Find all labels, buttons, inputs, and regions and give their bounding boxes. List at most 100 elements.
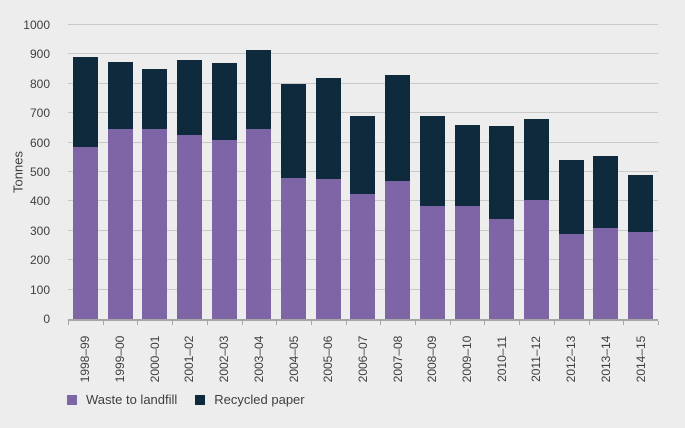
bar-slot (519, 25, 554, 319)
bar-segment (246, 129, 272, 319)
gridline-1000 (68, 24, 658, 25)
bar-slot (68, 25, 103, 319)
y-tick-label-700: 700 (29, 106, 50, 121)
bar-segment (628, 174, 654, 233)
x-label-slot: 2007–08 (380, 329, 415, 389)
bar-segment (211, 63, 237, 140)
bar-segment (315, 77, 341, 180)
y-tick-label-100: 100 (29, 282, 50, 297)
x-label-slot: 2000–01 (137, 329, 172, 389)
bar-slot (242, 25, 277, 319)
bar-segment (454, 205, 480, 319)
bar-slot (346, 25, 381, 319)
axis-tick (380, 321, 382, 325)
axis-tick (553, 321, 555, 325)
y-tick-label-1000: 1000 (23, 18, 50, 32)
legend-swatch-waste-to-landfill (67, 394, 77, 405)
bar-slot (450, 25, 485, 319)
bar-segment (246, 50, 272, 130)
bar-segment (350, 194, 376, 319)
bar-segment (593, 227, 619, 319)
x-axis-ticks (68, 319, 659, 325)
bar-segment (72, 147, 98, 319)
axis-tick (68, 321, 69, 325)
plot-area: 0 100 200 300 400 500 600 700 800 900 1000 1998–99… (23, 19, 659, 382)
bar-slot (137, 25, 172, 319)
bar-2001–02 (176, 60, 202, 319)
bar-slot (554, 25, 589, 319)
legend-item-waste-to-landfill: Waste to landfill (67, 392, 177, 407)
x-tick-label: 2011–12 (529, 336, 544, 382)
axis-tick (449, 321, 451, 325)
bar-segment (419, 116, 445, 206)
bar-segment (315, 179, 341, 319)
x-label-slot: 2008–09 (415, 329, 450, 389)
bar-slot (484, 25, 519, 319)
x-tick-label: 2008–09 (425, 335, 440, 383)
legend-label-recycled-paper: Recycled paper (214, 392, 305, 407)
bar-2011–12 (523, 119, 549, 319)
bar-2014–15 (628, 174, 654, 319)
x-tick-label: 1998–99 (78, 335, 93, 383)
axis-tick (623, 321, 625, 325)
bar-segment (107, 61, 133, 130)
bar-segment (558, 233, 584, 319)
bar-slot (172, 25, 207, 319)
x-tick-label: 2012–13 (564, 335, 579, 383)
x-tick-label: 2001–02 (182, 335, 197, 383)
bar-2010–11 (489, 126, 515, 319)
bar-segment (489, 126, 515, 220)
bar-segment (385, 180, 411, 319)
axis-tick (241, 321, 243, 325)
bar-segment (142, 129, 168, 319)
axis-tick (519, 321, 521, 325)
bar-segment (107, 129, 133, 319)
bar-slot (103, 25, 138, 319)
bar-2009–10 (454, 124, 480, 319)
x-label-slot: 2011–12 (519, 329, 554, 389)
bars-container (68, 25, 658, 319)
x-label-slot: 2001–02 (172, 329, 207, 389)
y-axis-tick-labels: 0 100 200 300 400 500 600 700 800 900 1000 (8, 19, 60, 325)
bar-2008–09 (419, 116, 445, 319)
x-label-slot: 2010–11 (484, 329, 519, 389)
bar-segment (281, 83, 307, 178)
bar-2005–06 (315, 77, 341, 319)
bar-2002–03 (211, 63, 237, 319)
x-tick-label: 1999–00 (113, 335, 128, 383)
bar-segment (176, 135, 202, 319)
x-label-slot: 2012–13 (554, 329, 589, 389)
x-tick-label: 2006–07 (355, 335, 370, 383)
bar-segment (176, 60, 202, 136)
y-tick-label-0: 0 (43, 312, 50, 326)
bar-slot (311, 25, 346, 319)
gridline-800 (68, 82, 658, 84)
bar-segment (142, 69, 168, 130)
axis-tick (484, 321, 486, 325)
x-axis-line (68, 319, 658, 321)
bar-2013–14 (593, 155, 619, 319)
gridline-700 (68, 112, 658, 114)
bar-segment (489, 219, 515, 319)
x-tick-label: 2007–08 (390, 335, 405, 383)
axis-tick (206, 321, 208, 325)
x-label-slot: 2006–07 (346, 329, 381, 389)
x-tick-label: 2009–10 (460, 335, 475, 383)
y-tick-label-600: 600 (29, 135, 50, 150)
axis-tick (345, 321, 347, 325)
x-tick-label: 2010–11 (494, 336, 509, 382)
legend: Waste to landfill Recycled paper (67, 392, 305, 407)
axis-tick (310, 321, 312, 325)
legend-item-recycled-paper: Recycled paper (195, 392, 305, 407)
gridline-900 (68, 53, 658, 55)
bar-segment (523, 119, 549, 200)
bar-slot (415, 25, 450, 319)
bar-1998–99 (72, 57, 98, 319)
x-tick-label: 2004–05 (286, 335, 301, 383)
bar-slot (380, 25, 415, 319)
bar-2012–13 (558, 160, 584, 319)
bar-2004–05 (281, 83, 307, 319)
x-tick-label: 2003–04 (251, 335, 266, 383)
x-label-slot: 2002–03 (207, 329, 242, 389)
